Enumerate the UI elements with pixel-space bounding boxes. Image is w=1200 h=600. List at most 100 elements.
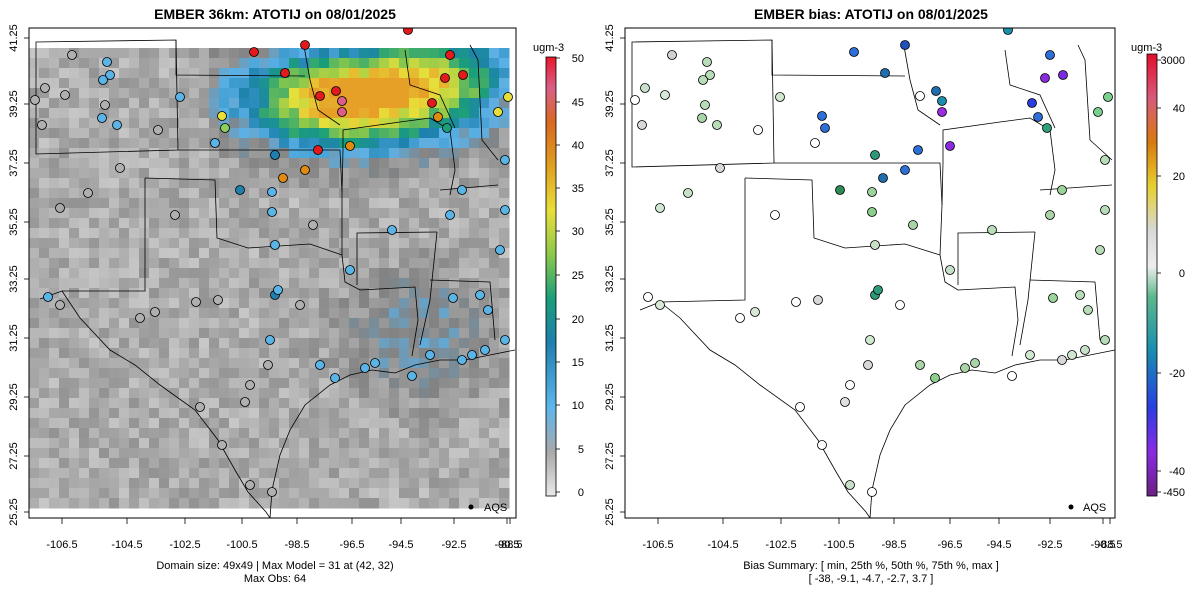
heatmap-cell — [449, 358, 460, 369]
heatmap-cell — [119, 318, 130, 329]
bias-marker — [970, 358, 980, 368]
heatmap-cell — [409, 288, 420, 299]
heatmap-cell — [269, 258, 280, 269]
heatmap-cell — [69, 488, 80, 499]
heatmap-cell — [349, 218, 360, 229]
heatmap-cell — [219, 158, 230, 169]
heatmap-cell — [289, 478, 300, 489]
heatmap-cell — [329, 138, 340, 149]
heatmap-cell — [459, 118, 470, 129]
heatmap-cell — [319, 328, 330, 339]
heatmap-cell — [269, 498, 280, 509]
heatmap-cell — [439, 268, 450, 279]
heatmap-cell — [429, 408, 440, 419]
heatmap-cell — [119, 298, 130, 309]
heatmap-cell — [89, 238, 100, 249]
heatmap-cell — [439, 248, 450, 259]
heatmap-cell — [459, 268, 470, 279]
heatmap-cell — [229, 448, 240, 459]
heatmap-cell — [199, 208, 210, 219]
heatmap-cell — [239, 308, 250, 319]
heatmap-cell — [29, 138, 40, 149]
heatmap-cell — [419, 398, 430, 409]
heatmap-cell — [129, 248, 140, 259]
heatmap-cell — [329, 48, 340, 59]
state-border-alabama — [429, 279, 496, 341]
bias-marker — [820, 123, 830, 133]
heatmap-cell — [199, 258, 210, 269]
obs-marker — [331, 86, 341, 96]
obs-marker — [235, 185, 245, 195]
heatmap-cell — [129, 118, 140, 129]
heatmap-cell — [349, 418, 360, 429]
heatmap-cell — [389, 198, 400, 209]
heatmap-cell — [229, 88, 240, 99]
heatmap-cell — [279, 108, 290, 119]
left-y-tick-label: 25.25 — [8, 498, 20, 526]
heatmap-cell — [179, 248, 190, 259]
bias-marker — [813, 295, 823, 305]
heatmap-cell — [49, 68, 60, 79]
heatmap-cell — [449, 348, 460, 359]
heatmap-cell — [239, 448, 250, 459]
heatmap-cell — [99, 498, 110, 509]
right-y-tick-label: 37.25 — [604, 149, 616, 177]
heatmap-cell — [219, 198, 230, 209]
heatmap-cell — [79, 468, 90, 479]
bias-marker — [1057, 185, 1067, 195]
heatmap-cell — [249, 448, 260, 459]
heatmap-cell — [139, 108, 150, 119]
heatmap-cell — [129, 228, 140, 239]
heatmap-cell — [499, 308, 510, 319]
heatmap-cell — [499, 278, 510, 289]
heatmap-cell — [419, 188, 430, 199]
heatmap-cell — [49, 468, 60, 479]
heatmap-cell — [489, 298, 500, 309]
heatmap-cell — [169, 408, 180, 419]
heatmap-cell — [479, 88, 490, 99]
heatmap-cell — [169, 288, 180, 299]
heatmap-cell — [29, 108, 40, 119]
heatmap-cell — [329, 248, 340, 259]
heatmap-cell — [219, 238, 230, 249]
heatmap-cell — [179, 98, 190, 109]
heatmap-cell — [119, 58, 130, 69]
heatmap-cell — [279, 428, 290, 439]
heatmap-cell — [239, 288, 250, 299]
heatmap-cell — [279, 178, 290, 189]
heatmap-cell — [369, 448, 380, 459]
obs-marker — [300, 165, 310, 175]
heatmap-cell — [139, 408, 150, 419]
heatmap-cell — [209, 328, 220, 339]
heatmap-cell — [149, 48, 160, 59]
heatmap-cell — [239, 88, 250, 99]
heatmap-cell — [349, 288, 360, 299]
bias-marker — [667, 50, 677, 60]
heatmap-cell — [139, 468, 150, 479]
heatmap-cell — [429, 138, 440, 149]
heatmap-cell — [269, 198, 280, 209]
heatmap-cell — [59, 78, 70, 89]
heatmap-cell — [49, 478, 60, 489]
heatmap-cell — [359, 438, 370, 449]
heatmap-cell — [429, 188, 440, 199]
heatmap-cell — [359, 398, 370, 409]
heatmap-cell — [69, 168, 80, 179]
heatmap-cell — [29, 338, 40, 349]
heatmap-cell — [189, 48, 200, 59]
obs-marker — [448, 293, 458, 303]
heatmap-cell — [29, 328, 40, 339]
heatmap-cell — [469, 498, 480, 509]
heatmap-cell — [59, 498, 70, 509]
heatmap-cell — [369, 398, 380, 409]
heatmap-cell — [389, 238, 400, 249]
heatmap-cell — [209, 158, 220, 169]
heatmap-cell — [489, 268, 500, 279]
heatmap-cell — [299, 98, 310, 109]
heatmap-cell — [109, 308, 120, 319]
bias-marker — [867, 187, 877, 197]
heatmap-cell — [159, 58, 170, 69]
left-y-tick-label: 31.25 — [8, 324, 20, 352]
heatmap-cell — [389, 58, 400, 69]
heatmap-cell — [399, 198, 410, 209]
